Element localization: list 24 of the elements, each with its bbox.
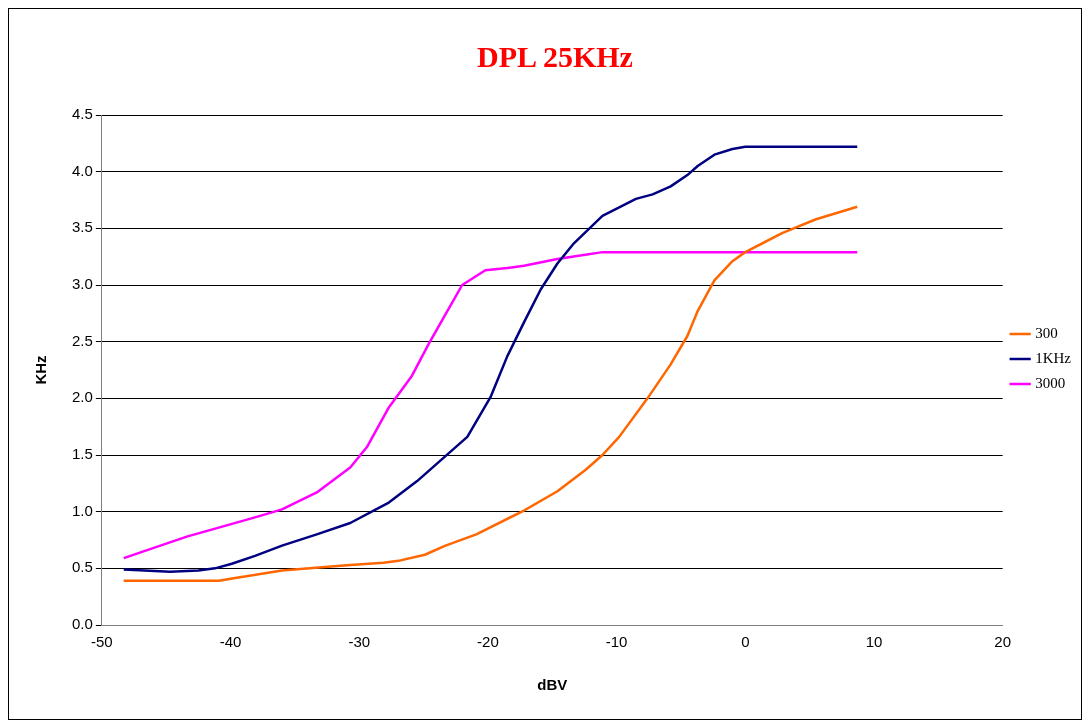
y-tick-label: 1.0	[71, 501, 93, 519]
chart-title: DPL 25KHz	[477, 39, 633, 73]
y-tick-label: 3.5	[71, 218, 93, 236]
x-axis-title: dBV	[537, 676, 568, 694]
y-tick-label: 4.5	[71, 105, 93, 123]
y-tick-label: 0.5	[71, 558, 93, 576]
x-tick-label: 20	[994, 633, 1012, 651]
legend-label: 300	[1035, 324, 1058, 341]
x-tick-label: 10	[865, 633, 883, 651]
x-tick-label: -50	[91, 633, 113, 651]
y-tick-label: 4.0	[71, 161, 93, 179]
x-tick-label: -10	[605, 633, 628, 651]
y-tick-label: 3.0	[71, 275, 93, 293]
x-tick-label: -20	[477, 633, 499, 651]
y-axis-title: KHz	[32, 355, 50, 385]
y-tick-label: 2.0	[71, 388, 93, 406]
y-tick-label: 1.5	[71, 445, 93, 463]
legend-label: 1KHz	[1035, 349, 1072, 366]
x-tick-label: -40	[219, 633, 242, 651]
x-tick-label: -30	[348, 633, 371, 651]
y-tick-label: 0.0	[71, 615, 93, 633]
y-tick-label: 2.5	[71, 331, 93, 349]
x-tick-label: 0	[741, 633, 750, 651]
legend-label: 3000	[1035, 374, 1066, 391]
